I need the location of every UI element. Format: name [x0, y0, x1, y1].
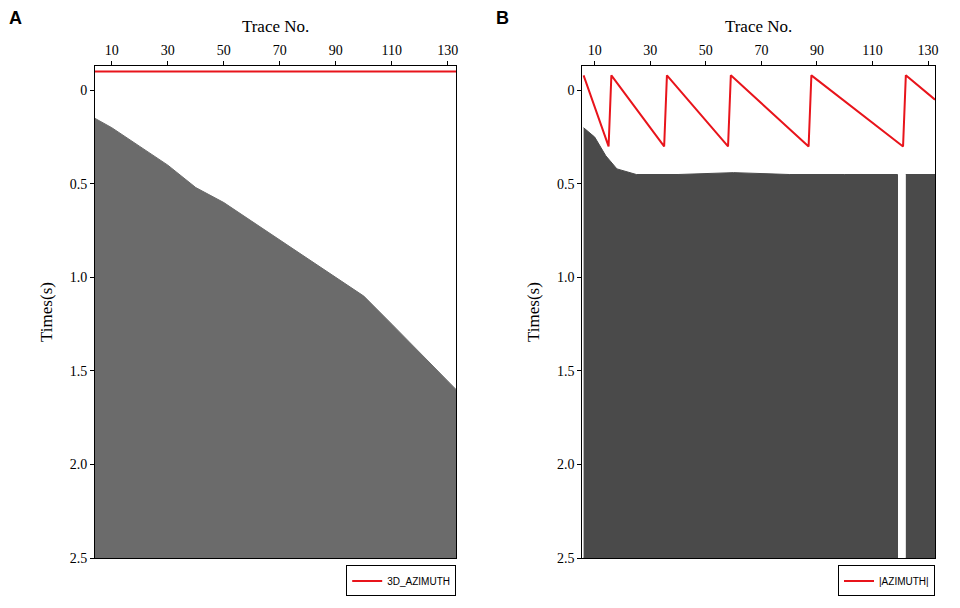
svg-text:1.0: 1.0: [557, 270, 575, 285]
svg-text:A: A: [9, 8, 22, 28]
svg-text:10: 10: [105, 43, 119, 58]
svg-text:70: 70: [273, 43, 287, 58]
svg-text:Times(s): Times(s): [37, 282, 56, 342]
svg-text:Trace No.: Trace No.: [725, 17, 792, 36]
svg-text:B: B: [496, 8, 509, 28]
svg-text:0: 0: [80, 83, 87, 98]
svg-text:|AZIMUTH|: |AZIMUTH|: [879, 576, 929, 587]
svg-text:30: 30: [161, 43, 175, 58]
svg-text:1.5: 1.5: [70, 364, 88, 379]
svg-text:1.5: 1.5: [557, 364, 575, 379]
svg-text:Times(s): Times(s): [524, 282, 543, 342]
svg-text:90: 90: [329, 43, 343, 58]
svg-text:110: 110: [862, 43, 882, 58]
svg-text:2.0: 2.0: [70, 457, 88, 472]
svg-text:0.5: 0.5: [70, 177, 88, 192]
svg-text:2.0: 2.0: [557, 457, 575, 472]
svg-text:3D_AZIMUTH: 3D_AZIMUTH: [387, 576, 450, 587]
svg-text:70: 70: [754, 43, 768, 58]
svg-text:0.5: 0.5: [557, 177, 575, 192]
svg-text:1.0: 1.0: [70, 270, 88, 285]
svg-text:2.5: 2.5: [557, 551, 575, 566]
svg-text:110: 110: [382, 43, 402, 58]
svg-text:2.5: 2.5: [70, 551, 88, 566]
svg-text:30: 30: [643, 43, 657, 58]
svg-text:130: 130: [918, 43, 939, 58]
svg-text:50: 50: [217, 43, 231, 58]
svg-text:0: 0: [567, 83, 574, 98]
svg-text:10: 10: [588, 43, 602, 58]
svg-text:50: 50: [699, 43, 713, 58]
svg-text:Trace No.: Trace No.: [242, 17, 309, 36]
svg-text:90: 90: [810, 43, 824, 58]
svg-text:130: 130: [437, 43, 458, 58]
